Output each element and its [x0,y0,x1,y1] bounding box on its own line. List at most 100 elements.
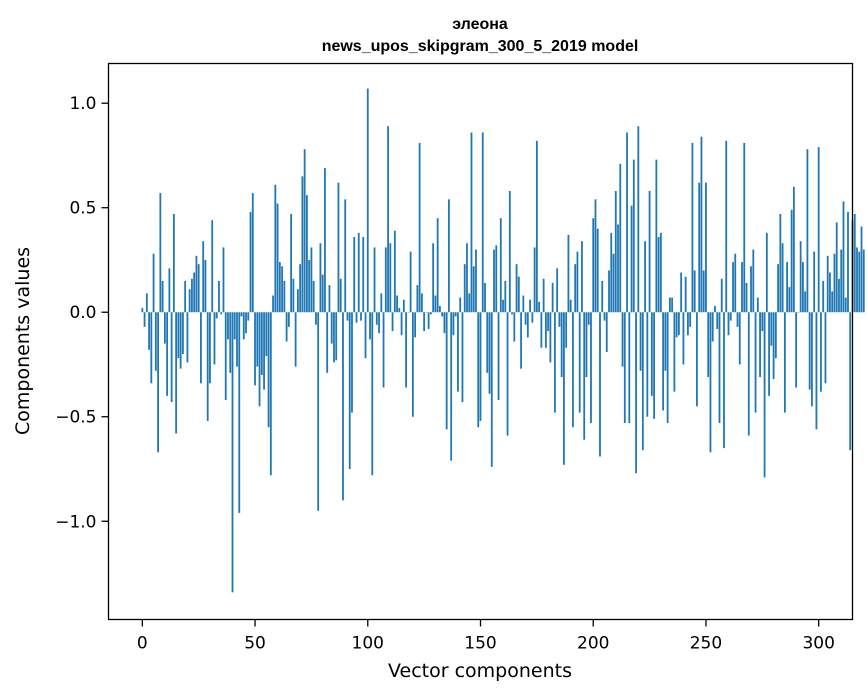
bar-57 [269,312,272,476]
bar-136 [448,199,450,313]
bar-282 [777,264,779,313]
y-axis-label: Components values [12,247,34,435]
bar-269 [747,312,750,436]
bar-235 [671,297,674,313]
bar-1 [143,312,146,327]
bar-20 [186,312,189,363]
bar-264 [736,312,739,327]
bar-130 [434,295,437,313]
bar-94 [353,236,356,313]
bar-17 [179,312,182,369]
bar-78 [317,312,320,511]
bar-228 [655,159,658,313]
bar-279 [770,312,773,346]
bar-108 [384,247,387,313]
bar-256 [718,312,721,424]
bar-76 [312,280,315,313]
bar-275 [761,312,764,332]
bar-77 [315,312,317,325]
bar-73 [306,195,308,313]
bar-142 [461,312,464,403]
bar-283 [779,214,782,313]
bar-13 [170,312,173,403]
bar-194 [578,312,581,413]
x-axis-ticks: 0 50 100 150 200 250 300 [137,619,835,654]
bar-158 [497,312,500,401]
bar-197 [585,312,588,378]
bar-119 [409,251,412,313]
bar-104 [375,312,378,325]
bar-292 [799,241,802,313]
bar-305 [829,272,831,313]
bar-245 [693,270,696,313]
bar-311 [842,201,845,313]
bar-96 [357,232,360,313]
bar-257 [720,278,723,313]
bar-80 [321,274,324,313]
y-tick-label-0: 1.0 [69,94,96,114]
bar-171 [526,312,529,338]
bar-64 [285,312,288,342]
bar-123 [418,142,421,313]
bar-272 [754,312,757,413]
bar-68 [294,312,297,367]
bar-83 [328,285,331,313]
bar-39 [229,312,232,373]
bar-100 [366,88,369,313]
bar-296 [808,312,811,390]
bar-37 [224,312,227,401]
bar-307 [833,253,836,313]
bar-276 [763,312,766,478]
bar-190 [569,299,572,313]
bar-250 [705,182,707,313]
x-axis-label: Vector components [388,660,572,682]
bar-287 [788,287,791,313]
y-tick-label-2: 0.0 [69,303,96,323]
bar-277 [765,232,768,313]
bar-105 [378,312,380,334]
bar-244 [691,142,694,313]
bar-159 [499,218,502,313]
bar-224 [646,312,649,417]
bar-3 [148,312,150,350]
bar-206 [605,312,608,352]
bar-226 [650,312,653,396]
bar-170 [524,312,527,325]
bar-135 [445,312,448,430]
bar-192 [574,264,577,313]
bar-44 [240,312,243,317]
bar-8 [159,193,162,313]
bar-71 [301,176,304,313]
bar-210 [614,191,617,313]
bar-148 [475,249,477,313]
bar-137 [450,312,453,461]
bar-98 [362,236,365,313]
bar-238 [678,312,680,336]
bar-27 [202,241,205,313]
bar-91 [346,312,349,321]
bar-72 [303,149,306,313]
bar-220 [637,126,640,313]
bar-317 [856,247,858,313]
bar-103 [373,247,376,313]
bar-198 [587,312,590,325]
bar-280 [772,312,775,380]
bar-30 [209,312,211,384]
bar-81 [324,168,326,313]
bar-300 [817,147,820,313]
bar-290 [795,312,798,388]
bar-70 [299,264,302,313]
bar-7 [157,312,159,453]
bar-177 [540,312,543,348]
bar-225 [648,191,651,313]
bar-86 [335,312,338,361]
bar-65 [287,312,290,327]
bar-157 [495,245,498,313]
bar-209 [612,253,615,313]
bar-267 [743,142,746,313]
bar-33 [215,312,218,319]
bar-162 [506,312,509,436]
bar-232 [664,312,667,371]
bar-243 [689,312,692,327]
bar-85 [333,312,335,363]
